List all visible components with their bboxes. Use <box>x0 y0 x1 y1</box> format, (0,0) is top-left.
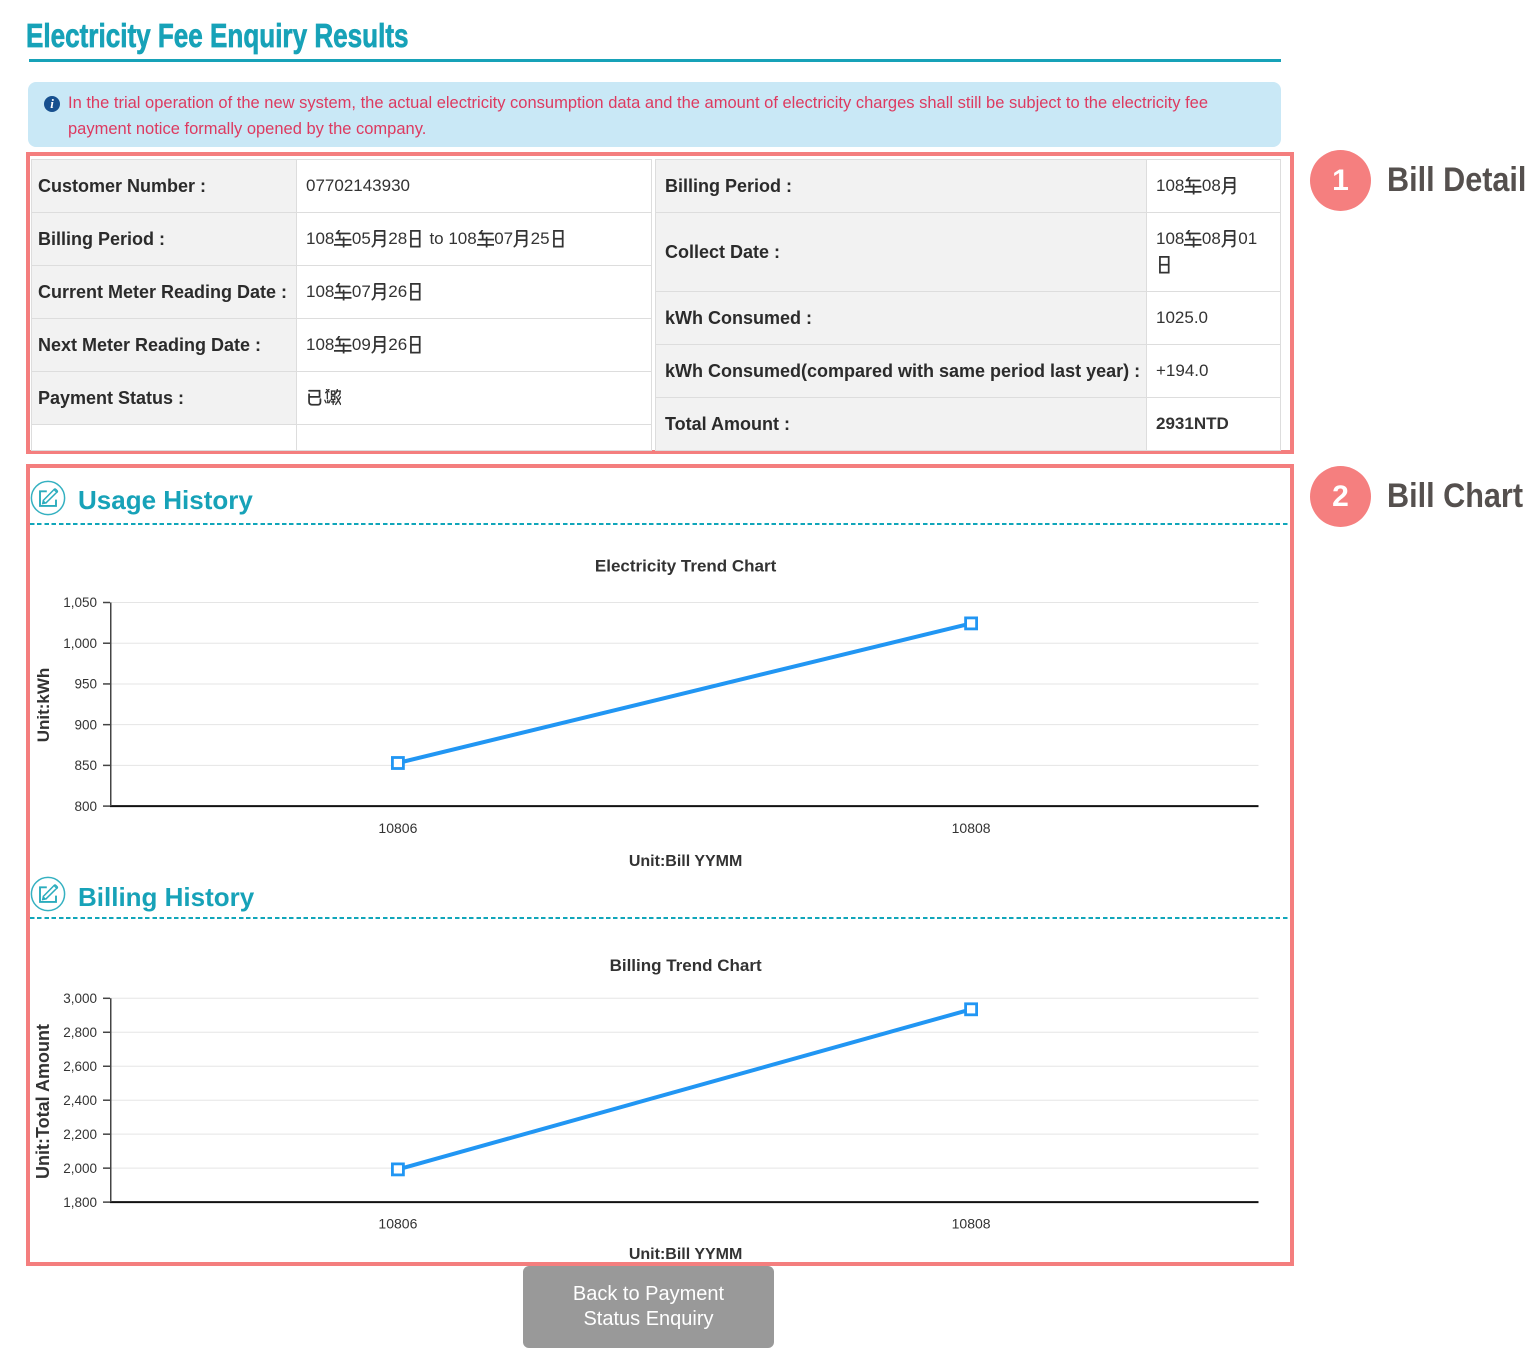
svg-text:1,000: 1,000 <box>63 636 97 651</box>
svg-text:10808: 10808 <box>952 1216 991 1232</box>
svg-text:10806: 10806 <box>378 1216 417 1232</box>
svg-text:Electricity Trend Chart: Electricity Trend Chart <box>595 556 777 575</box>
svg-text:850: 850 <box>74 758 97 773</box>
svg-text:3,000: 3,000 <box>63 991 97 1006</box>
svg-text:2,800: 2,800 <box>63 1025 97 1040</box>
svg-text:Billing Trend Chart: Billing Trend Chart <box>610 956 762 975</box>
svg-text:10808: 10808 <box>952 820 991 836</box>
svg-text:950: 950 <box>74 677 97 692</box>
svg-text:2,200: 2,200 <box>63 1127 97 1142</box>
svg-text:Unit:kWh: Unit:kWh <box>34 668 53 743</box>
svg-text:1,050: 1,050 <box>63 595 97 610</box>
svg-text:Unit:Total Amount: Unit:Total Amount <box>33 1024 53 1179</box>
svg-text:1,800: 1,800 <box>63 1195 97 1210</box>
svg-text:800: 800 <box>74 799 97 814</box>
svg-text:2,600: 2,600 <box>63 1059 97 1074</box>
svg-text:900: 900 <box>74 717 97 732</box>
svg-text:2,400: 2,400 <box>63 1093 97 1108</box>
svg-text:10806: 10806 <box>378 820 417 836</box>
svg-text:Unit:Bill YYMM: Unit:Bill YYMM <box>629 1246 742 1263</box>
svg-text:Unit:Bill YYMM: Unit:Bill YYMM <box>629 853 742 870</box>
svg-text:2,000: 2,000 <box>63 1161 97 1176</box>
